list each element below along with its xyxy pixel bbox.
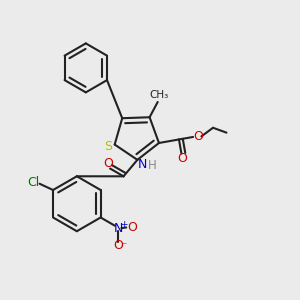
Text: O: O [113, 239, 123, 252]
Text: S: S [104, 140, 112, 152]
Text: CH₃: CH₃ [149, 90, 168, 100]
Text: O: O [194, 130, 203, 142]
Text: +: + [120, 220, 127, 229]
Text: N: N [114, 222, 123, 235]
Text: N: N [138, 158, 147, 171]
Text: H: H [148, 159, 157, 172]
Text: O: O [103, 157, 113, 170]
Text: ⁻: ⁻ [121, 242, 126, 252]
Text: O: O [127, 221, 137, 234]
Text: O: O [177, 152, 187, 165]
Text: Cl: Cl [27, 176, 39, 189]
